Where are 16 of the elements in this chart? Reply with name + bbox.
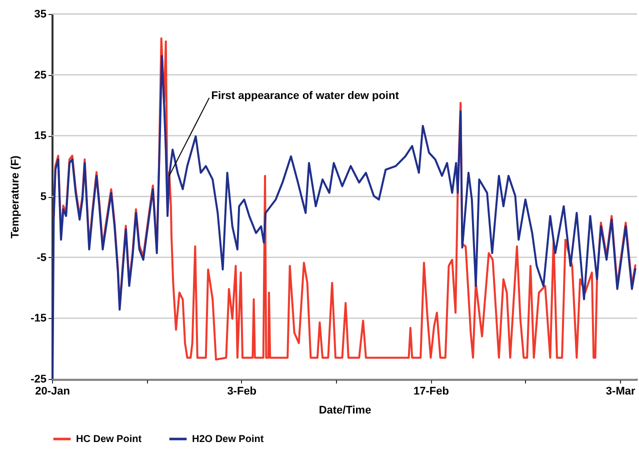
y-tick-label: -25 bbox=[30, 374, 46, 386]
x-axis-title: Date/Time bbox=[318, 404, 372, 416]
legend-label: HC Dew Point bbox=[76, 434, 142, 445]
x-tick-label: 20-Jan bbox=[35, 386, 70, 398]
annotation: First appearance of water dew point bbox=[211, 90, 400, 102]
y-tick-label: 5 bbox=[40, 191, 46, 203]
y-tick-label: 15 bbox=[34, 130, 46, 142]
y-tick-label: 25 bbox=[34, 69, 46, 82]
y-tick-label: 35 bbox=[34, 8, 46, 20]
x-tick-label: 17-Feb bbox=[413, 386, 450, 398]
y-tick-label: -15 bbox=[30, 312, 46, 325]
legend-label: H2O Dew Point bbox=[192, 434, 264, 445]
x-tick-label: 3-Mar bbox=[606, 386, 636, 398]
x-tick-label: 3-Feb bbox=[227, 386, 257, 398]
y-axis-title: Temperature (F) bbox=[10, 155, 22, 238]
y-tick-label: -5 bbox=[36, 252, 46, 264]
